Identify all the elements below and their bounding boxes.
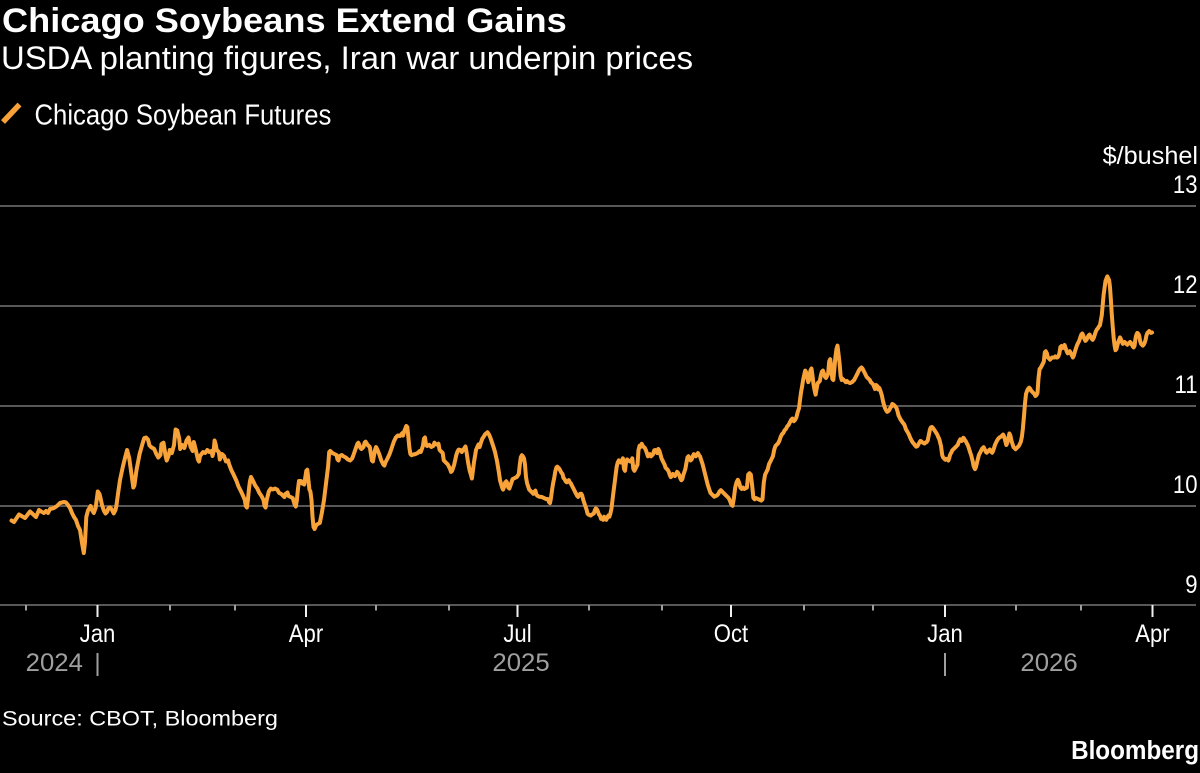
svg-text:Apr: Apr: [1135, 621, 1170, 649]
svg-text:$/bushel: $/bushel: [1103, 142, 1198, 170]
svg-text:Bloomberg: Bloomberg: [1071, 736, 1199, 765]
svg-text:Oct: Oct: [714, 621, 749, 649]
svg-text:Jan: Jan: [927, 621, 963, 649]
svg-text:9: 9: [1185, 572, 1197, 600]
svg-text:|: |: [942, 649, 949, 677]
svg-text:12: 12: [1173, 272, 1198, 300]
svg-text:Jul: Jul: [503, 621, 531, 649]
svg-text:Source: CBOT, Bloomberg: Source: CBOT, Bloomberg: [2, 706, 278, 730]
svg-text:Chicago Soybeans Extend Gains: Chicago Soybeans Extend Gains: [2, 2, 567, 40]
svg-text:11: 11: [1175, 372, 1198, 400]
svg-text:Jan: Jan: [80, 621, 116, 649]
svg-text:2026: 2026: [1020, 649, 1077, 677]
svg-text:|: |: [94, 649, 101, 677]
svg-text:13: 13: [1173, 172, 1198, 200]
svg-text:Chicago Soybean Futures: Chicago Soybean Futures: [35, 98, 332, 131]
svg-text:2024: 2024: [26, 649, 83, 677]
svg-text:2025: 2025: [492, 649, 549, 677]
svg-text:Apr: Apr: [289, 621, 324, 649]
svg-text:10: 10: [1173, 472, 1198, 500]
svg-text:USDA planting figures, Iran wa: USDA planting figures, Iran war underpin…: [1, 40, 693, 76]
